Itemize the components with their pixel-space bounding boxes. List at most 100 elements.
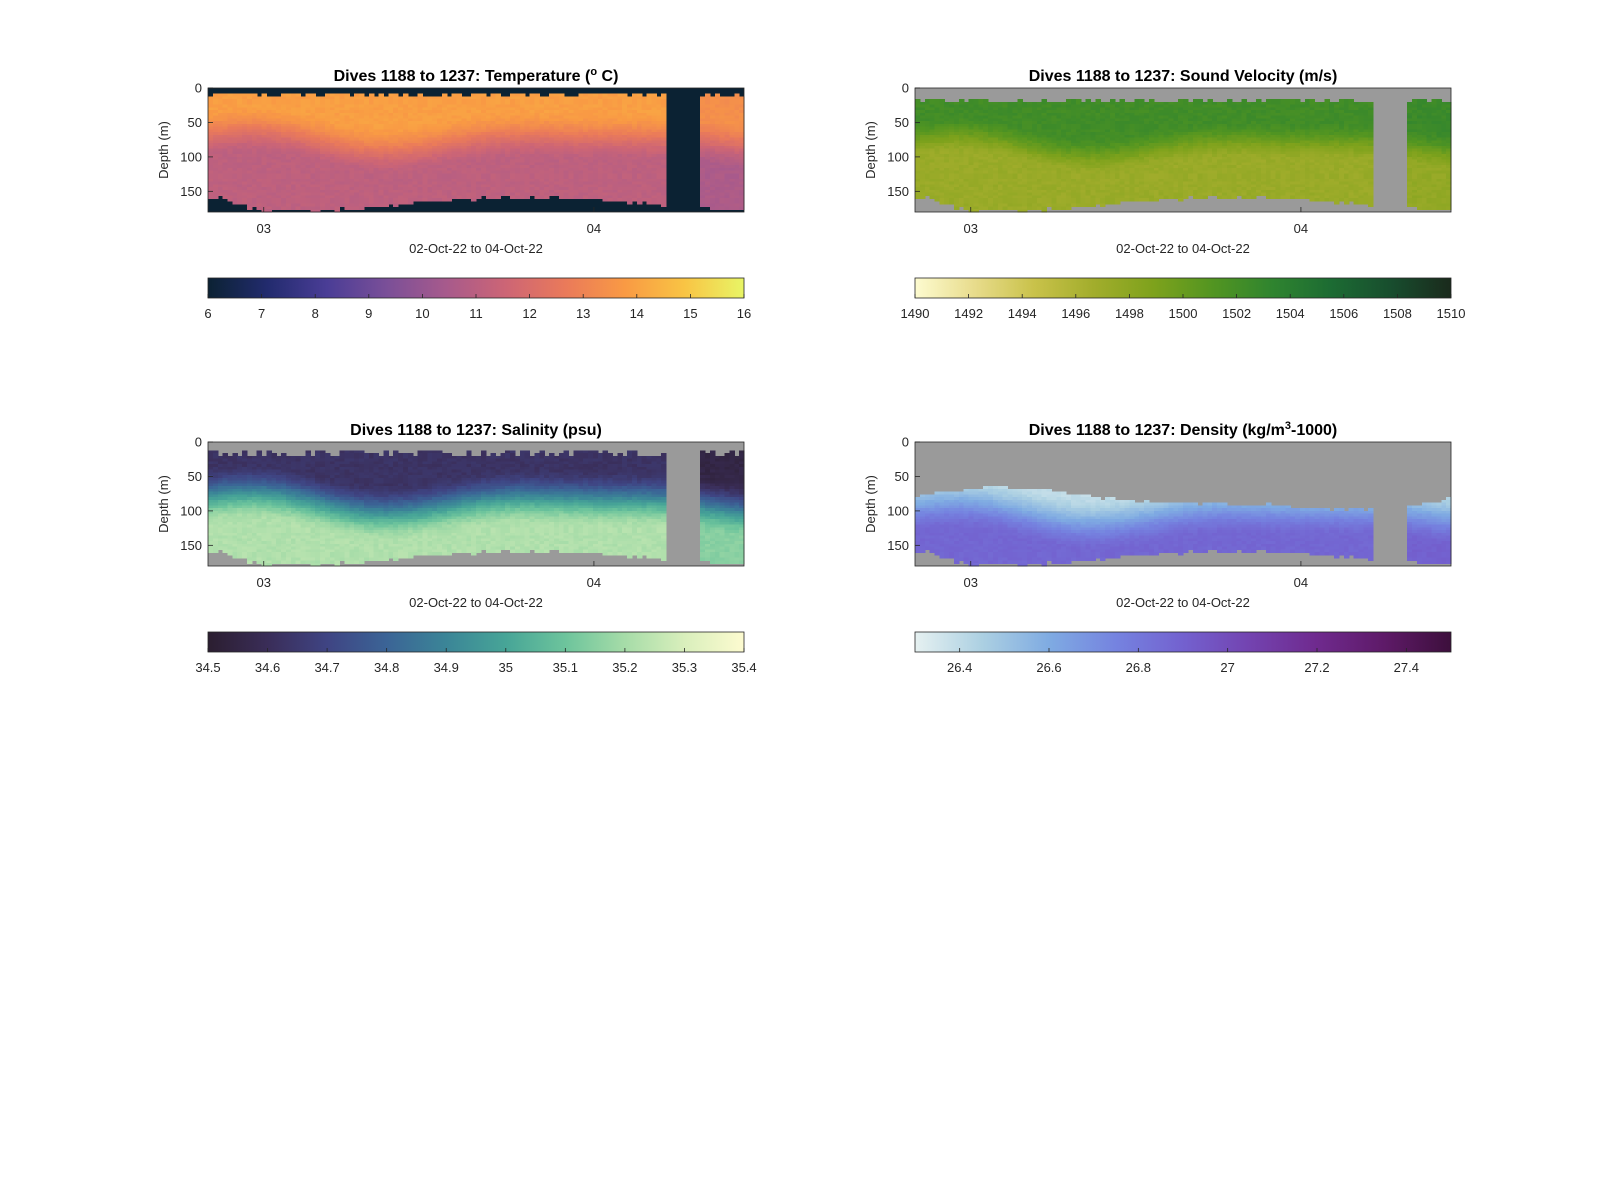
heatmap-cell xyxy=(422,187,428,191)
heatmap-column xyxy=(949,101,955,205)
heatmap-cell xyxy=(266,132,272,136)
heatmap-cell xyxy=(300,96,307,100)
heatmap-cell xyxy=(208,148,214,152)
heatmap-cell xyxy=(407,165,414,169)
heatmap-cell xyxy=(402,187,409,191)
heatmap-cell xyxy=(427,137,433,141)
heatmap-cell xyxy=(208,159,214,163)
heatmap-cell xyxy=(388,93,394,97)
heatmap-cell xyxy=(271,151,277,155)
heatmap-cell xyxy=(398,121,404,125)
heatmap-cell xyxy=(334,162,341,166)
heatmap-column xyxy=(398,96,404,205)
heatmap-cell xyxy=(305,162,311,166)
heatmap-cell xyxy=(456,187,462,191)
heatmap-cell xyxy=(266,167,272,172)
heatmap-cell xyxy=(276,112,282,117)
heatmap-cell xyxy=(617,198,623,202)
heatmap-cell xyxy=(334,165,341,169)
heatmap-cell xyxy=(393,118,399,122)
heatmap-cell xyxy=(466,126,472,130)
heatmap-cell xyxy=(412,101,419,106)
heatmap-cell xyxy=(427,143,433,147)
heatmap-cell xyxy=(285,206,292,210)
heatmap-cell xyxy=(310,107,316,111)
heatmap-cell xyxy=(261,206,268,210)
heatmap-cell xyxy=(251,104,258,108)
heatmap-cell xyxy=(276,203,282,208)
heatmap-cell xyxy=(324,206,331,210)
heatmap-cell xyxy=(398,148,404,152)
heatmap-cell xyxy=(471,167,477,172)
y-tick-label: 0 xyxy=(195,81,202,96)
heatmap-cell xyxy=(285,112,292,117)
heatmap-cell xyxy=(217,101,224,106)
heatmap-cell xyxy=(393,148,399,152)
heatmap-cell xyxy=(334,167,341,172)
heatmap-cell xyxy=(446,195,453,199)
heatmap-cell xyxy=(285,137,292,141)
heatmap-cell xyxy=(432,165,438,169)
heatmap-column xyxy=(480,93,487,197)
heatmap-cell xyxy=(208,192,214,197)
heatmap-cell xyxy=(354,99,360,103)
heatmap-cell xyxy=(437,121,443,125)
heatmap-cell xyxy=(383,162,389,166)
heatmap-cell xyxy=(305,156,311,161)
heatmap-cell xyxy=(276,107,282,111)
heatmap-cell xyxy=(339,145,346,150)
heatmap-cell xyxy=(359,187,365,191)
heatmap-cell xyxy=(256,148,263,152)
heatmap-cell xyxy=(237,184,243,188)
heatmap-cell xyxy=(354,176,360,180)
heatmap-cell xyxy=(451,132,458,136)
heatmap-cell xyxy=(359,159,365,163)
heatmap-cell xyxy=(251,123,258,128)
heatmap-cell xyxy=(261,145,268,150)
heatmap-cell xyxy=(417,104,423,108)
heatmap-cell xyxy=(334,121,341,125)
heatmap-cell xyxy=(471,181,477,186)
heatmap-cell xyxy=(393,137,399,141)
heatmap-cell xyxy=(432,101,438,106)
heatmap-cell xyxy=(324,140,331,144)
heatmap-column xyxy=(612,93,618,202)
heatmap-cell xyxy=(227,96,233,100)
heatmap-cell xyxy=(281,167,287,172)
heatmap-column xyxy=(222,93,229,199)
heatmap-cell xyxy=(227,140,233,144)
heatmap-cell xyxy=(466,151,472,155)
heatmap-cell xyxy=(320,132,326,136)
heatmap-cell xyxy=(373,184,380,188)
heatmap-cell xyxy=(363,195,370,199)
heatmap-cell xyxy=(344,195,350,199)
heatmap-cell xyxy=(368,151,375,155)
heatmap-cell xyxy=(344,176,350,180)
heatmap-cell xyxy=(320,162,326,166)
heatmap-cell xyxy=(432,167,438,172)
heatmap-cell xyxy=(344,137,350,141)
heatmap-cell xyxy=(212,115,219,119)
heatmap-cell xyxy=(378,192,385,197)
heatmap-cell xyxy=(378,189,385,194)
heatmap-cell xyxy=(456,189,462,194)
heatmap-cell xyxy=(266,184,272,188)
heatmap-cell xyxy=(256,140,263,144)
heatmap-cell xyxy=(363,107,370,111)
heatmap-cell xyxy=(349,159,355,163)
heatmap-cell xyxy=(242,200,248,205)
x-tick-label: 04 xyxy=(587,221,601,236)
heatmap-cell xyxy=(344,121,350,125)
heatmap-cell xyxy=(276,115,282,119)
heatmap-column xyxy=(208,96,214,199)
heatmap-cell xyxy=(285,184,292,188)
heatmap-cell xyxy=(427,198,433,202)
heatmap-cell xyxy=(222,167,229,172)
heatmap-cell xyxy=(446,173,453,177)
heatmap-cell xyxy=(514,195,521,199)
heatmap-cell xyxy=(290,195,297,199)
heatmap-cell xyxy=(222,99,229,103)
heatmap-cell xyxy=(461,189,467,194)
heatmap-cell xyxy=(266,162,272,166)
heatmap-cell xyxy=(217,132,224,136)
